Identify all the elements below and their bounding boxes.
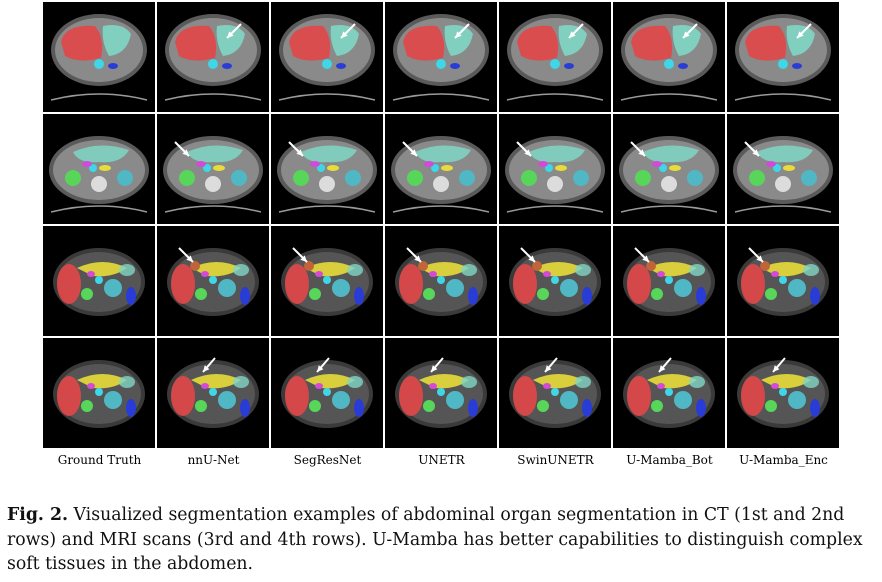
segmentation-image-mri-1-1: [157, 226, 269, 336]
arrow-icon: [454, 23, 470, 39]
caption-label: Fig. 2.: [7, 505, 68, 525]
arrow-icon: [202, 357, 216, 373]
scan-image: [395, 357, 487, 428]
arrow-icon: [658, 357, 672, 373]
segmentation-grid: [43, 2, 839, 448]
arrow-icon: [178, 247, 194, 263]
segmentation-image-ct-liver-3: [385, 2, 497, 112]
segmentation-image-ct-liver-1: [157, 2, 269, 112]
method-label: Ground Truth: [57, 453, 142, 467]
scan-image: [53, 248, 145, 316]
segmentation-image-ct-kidney-6: [727, 114, 839, 224]
scan-image: [163, 136, 263, 213]
segmentation-image-mri-2-4: [499, 338, 611, 448]
segmentation-image-mri-1-0: [43, 226, 155, 336]
scan-image: [620, 14, 718, 101]
arrow-icon: [630, 141, 646, 157]
segmentation-image-mri-1-5: [613, 226, 725, 336]
arrow-icon: [634, 247, 650, 263]
segmentation-image-ct-liver-4: [499, 2, 611, 112]
segmentation-image-ct-liver-2: [271, 2, 383, 112]
arrow-icon: [292, 247, 308, 263]
scan-image: [509, 247, 601, 316]
segmentation-image-ct-kidney-2: [271, 114, 383, 224]
caption-text: Visualized segmentation examples of abdo…: [7, 505, 863, 574]
scan-image: [623, 357, 715, 428]
scan-image: [737, 357, 829, 428]
arrow-icon: [316, 357, 330, 373]
arrow-icon: [226, 23, 242, 39]
method-label: U-Mamba_Bot: [626, 453, 713, 467]
segmentation-image-mri-1-4: [499, 226, 611, 336]
scan-image: [391, 136, 491, 213]
method-label: U-Mamba_Enc: [739, 453, 828, 467]
scan-image: [50, 14, 148, 101]
arrow-icon: [744, 141, 760, 157]
scan-image: [505, 136, 605, 213]
segmentation-image-mri-2-1: [157, 338, 269, 448]
arrow-icon: [544, 357, 558, 373]
segmentation-image-mri-2-5: [613, 338, 725, 448]
scan-image: [281, 247, 373, 316]
figure-caption: Fig. 2. Visualized segmentation examples…: [7, 503, 877, 577]
segmentation-image-mri-2-3: [385, 338, 497, 448]
scan-image: [392, 14, 490, 101]
arrow-icon: [174, 141, 190, 157]
segmentation-image-mri-1-3: [385, 226, 497, 336]
scan-image: [53, 360, 145, 428]
segmentation-image-ct-liver-6: [727, 2, 839, 112]
scan-image: [506, 14, 604, 101]
method-label: SegResNet: [293, 453, 362, 467]
arrow-icon: [430, 357, 444, 373]
segmentation-image-mri-1-6: [727, 226, 839, 336]
arrow-icon: [748, 247, 764, 263]
arrow-icon: [772, 357, 786, 373]
arrow-icon: [288, 141, 304, 157]
method-label: SwinUNETR: [517, 453, 594, 467]
segmentation-image-mri-2-2: [271, 338, 383, 448]
segmentation-image-ct-kidney-5: [613, 114, 725, 224]
scan-image: [167, 357, 259, 428]
arrow-icon: [520, 247, 536, 263]
arrow-icon: [796, 23, 812, 39]
segmentation-image-ct-liver-0: [43, 2, 155, 112]
scan-image: [395, 247, 487, 316]
segmentation-image-ct-kidney-3: [385, 114, 497, 224]
segmentation-image-mri-2-0: [43, 338, 155, 448]
arrow-icon: [568, 23, 584, 39]
method-label: nnU-Net: [187, 453, 240, 467]
scan-image: [619, 136, 719, 213]
segmentation-image-ct-kidney-0: [43, 114, 155, 224]
scan-image: [733, 136, 833, 213]
scan-image: [278, 14, 376, 101]
method-label: UNETR: [418, 453, 465, 467]
scan-image: [281, 357, 373, 428]
arrow-icon: [402, 141, 418, 157]
segmentation-image-ct-liver-5: [613, 2, 725, 112]
scan-image: [277, 136, 377, 213]
scan-image: [623, 247, 715, 316]
scan-image: [164, 14, 262, 101]
scan-image: [49, 136, 149, 213]
segmentation-image-ct-kidney-4: [499, 114, 611, 224]
arrow-icon: [406, 247, 422, 263]
arrow-icon: [340, 23, 356, 39]
segmentation-image-mri-1-2: [271, 226, 383, 336]
scan-image: [737, 247, 829, 316]
scan-image: [167, 247, 259, 316]
scan-image: [509, 357, 601, 428]
arrow-icon: [516, 141, 532, 157]
segmentation-image-mri-2-6: [727, 338, 839, 448]
arrow-icon: [682, 23, 698, 39]
segmentation-image-ct-kidney-1: [157, 114, 269, 224]
scan-image: [734, 14, 832, 101]
